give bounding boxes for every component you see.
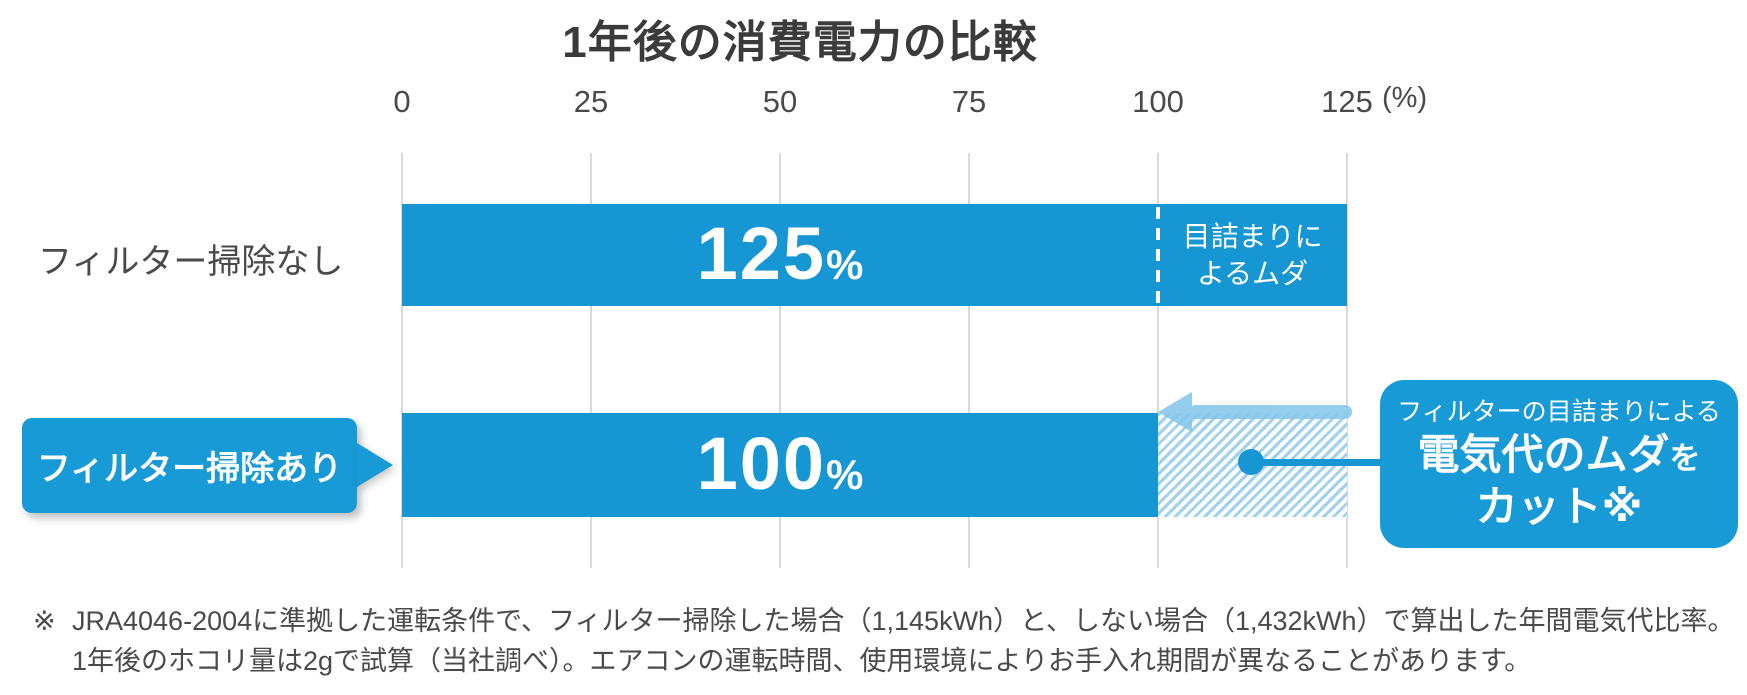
gridline-125 (1346, 153, 1348, 568)
category-label-no-cleaning: フィルター掃除なし (38, 243, 344, 281)
category-badge-with-cleaning: フィルター掃除あり (22, 418, 357, 513)
gridline-100 (1157, 153, 1159, 568)
gridline-0 (401, 153, 403, 568)
callout-connector-line (1250, 459, 1384, 466)
x-tick-25: 25 (573, 84, 609, 119)
x-tick-75: 75 (951, 84, 987, 119)
badge-pointer-triangle (357, 443, 393, 487)
waste-segment-label: 目詰まりに よるムダ (1182, 221, 1323, 289)
footnote-text: JRA4046-2004に準拠した運転条件で、フィルター掃除した場合（1,145… (72, 606, 1735, 676)
x-tick-0: 0 (393, 84, 411, 119)
x-tick-100: 100 (1132, 84, 1184, 119)
x-axis-unit-label: (%) (1382, 82, 1428, 114)
gridline-50 (779, 153, 781, 568)
callout-connector-dot (1238, 449, 1264, 475)
cut-energy-callout: フィルターの目詰まりによる 電気代のムダを カット※ (1380, 380, 1738, 548)
gridline-75 (968, 153, 970, 568)
gridline-25 (590, 153, 592, 568)
left-arrow-icon (1158, 392, 1352, 432)
dashed-100pct-divider (1156, 207, 1160, 303)
footnote-marker: ※ (33, 606, 56, 636)
x-tick-125: 125 (1321, 84, 1373, 119)
footnote: ※ JRA4046-2004に準拠した運転条件で、フィルター掃除した場合（1,1… (33, 601, 1735, 681)
bar-no-cleaning: 125% 目詰まりに よるムダ (402, 204, 1347, 306)
bar-value-100: 100% (696, 422, 864, 505)
chart-title: 1年後の消費電力の比較 (562, 18, 1038, 67)
bar-with-cleaning: 100% (402, 413, 1158, 517)
bar-value-125: 125% (696, 212, 864, 295)
x-tick-50: 50 (762, 84, 798, 119)
